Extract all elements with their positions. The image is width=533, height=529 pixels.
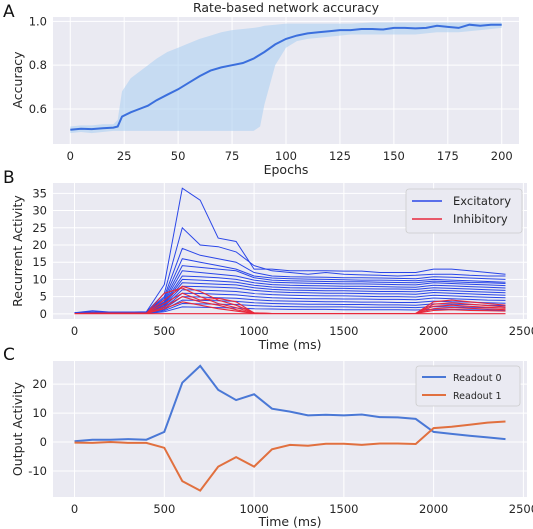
y-axis-label-c: Output Activity [10,381,25,476]
y-axis-label-a: Accuracy [10,51,25,109]
y-tick-label: -10 [28,464,47,478]
x-tick-label: 0 [71,502,78,516]
legend-c: Readout 0 Readout 1 [415,365,521,407]
accuracy-lines [70,23,502,131]
output-lines [74,364,506,492]
x-tick-label: 500 [153,324,175,338]
y-tick-label: 1.0 [29,14,47,28]
y-tick-label: 10 [32,272,47,286]
y-tick-label: 0 [40,435,47,449]
x-tick-label: 2000 [419,502,448,516]
x-tick-label: 1000 [239,502,268,516]
x-tick-label: 125 [329,149,351,163]
legend-b: Excitatory Inhibitory [405,188,523,234]
x-tick-label: 2000 [419,324,448,338]
accuracy-range-band [70,22,502,134]
x-tick-label: 0 [67,149,74,163]
y-tick-label: 0.8 [29,58,47,72]
y-tick-label: 35 [32,186,47,200]
y-tick-label: 25 [32,221,47,235]
y-tick-label: 20 [32,377,47,391]
panel-label-b: B [3,168,15,188]
chart-panel-a: 0 25 50 75 100 125 150 175 200 0.6 0.8 1.0 Rate-bas… [10,0,519,177]
y-axis-label-b: Recurrent Activity [10,195,25,307]
y-tick-label: 15 [32,255,47,269]
x-tick-label: 50 [171,149,186,163]
x-tick-label: 0 [71,324,78,338]
legend-label-readout-0: Readout 0 [453,373,502,384]
y-tick-label: 0 [40,307,47,321]
legend-label-inhibitory: Inhibitory [453,212,508,226]
panel-label-a: A [3,2,15,22]
accuracy-band [70,22,502,134]
y-tick-label: 30 [32,204,47,218]
accuracy-mean-line [70,23,502,131]
panel-label-c: C [3,345,15,365]
legend-box-b [405,188,523,234]
x-axis-label-c: Time (ms) [257,514,321,529]
x-axis-label-b: Time (ms) [257,337,321,352]
legend-label-readout-1: Readout 1 [453,391,502,402]
x-tick-label: 25 [117,149,132,163]
y-tick-label: 5 [40,290,47,304]
legend-label-excitatory: Excitatory [453,194,511,208]
x-tick-label: 75 [225,149,240,163]
x-tick-label: 500 [153,502,175,516]
x-tick-label: 1500 [329,502,358,516]
y-tick-label: 10 [32,406,47,420]
x-axis-label-a: Epochs [264,162,309,177]
x-tick-label: 175 [437,149,459,163]
y-tick-label: 20 [32,238,47,252]
y-tick-label: 0.6 [29,102,47,116]
x-tick-label: 1000 [239,324,268,338]
x-tick-label: 100 [275,149,297,163]
x-tick-label: 200 [491,149,513,163]
x-tick-label: 1500 [329,324,358,338]
readout-0-line [74,364,506,443]
activity-lines [74,187,506,315]
x-tick-label: 150 [383,149,405,163]
readout-1-line [74,420,506,492]
grid-a [53,17,519,144]
chart-title-a: Rate-based network accuracy [193,0,380,15]
ticks-a: 0 25 50 75 100 125 150 175 200 0.6 0.8 1.0 [29,14,513,163]
